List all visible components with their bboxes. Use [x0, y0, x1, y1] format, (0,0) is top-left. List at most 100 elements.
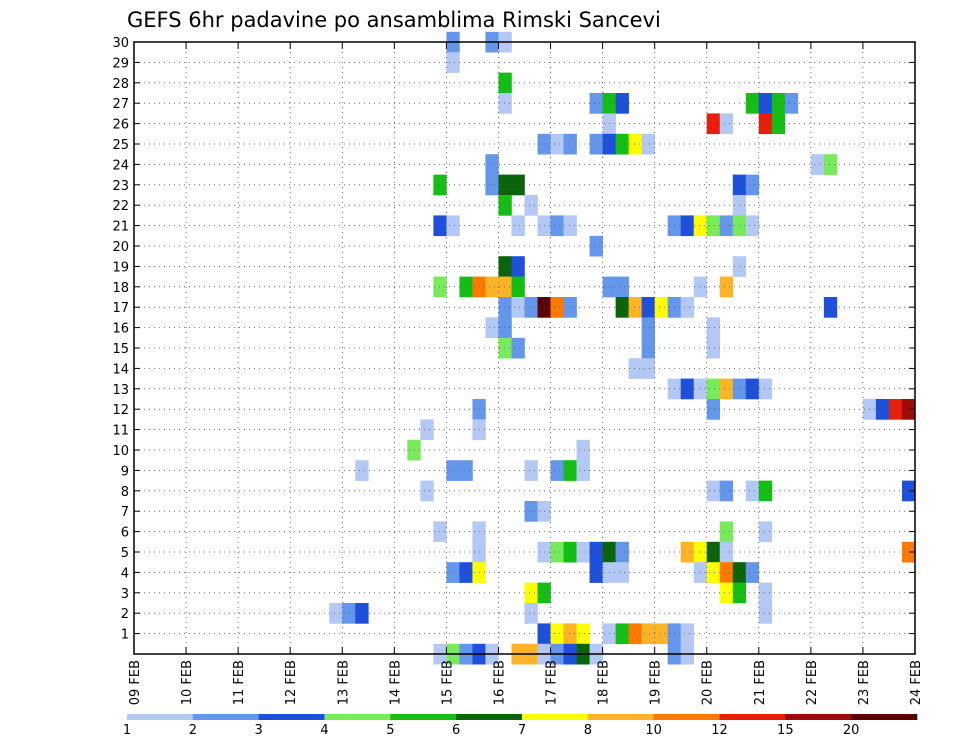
precip-cell	[563, 215, 577, 237]
precip-cell	[589, 541, 603, 563]
y-tick-label: 1	[121, 628, 129, 643]
precip-cell	[355, 460, 369, 481]
colorbar-label: 7	[518, 723, 526, 738]
precip-cell	[706, 399, 721, 420]
x-tick-label: 16 FEB	[492, 660, 507, 705]
y-tick-label: 2	[121, 607, 129, 622]
y-tick-label: 5	[121, 546, 129, 561]
precip-cell	[550, 133, 564, 155]
colorbar-swatch	[587, 714, 654, 720]
precip-cell	[706, 337, 721, 359]
x-tick-label: 17 FEB	[545, 660, 560, 705]
precip-cell	[550, 297, 564, 318]
precip-cell	[706, 541, 721, 563]
precip-cell	[628, 623, 642, 645]
precip-cell	[758, 480, 773, 502]
y-tick-label: 10	[112, 444, 129, 459]
colorbar-swatch	[851, 714, 918, 720]
precip-cell	[524, 603, 538, 624]
precip-cell	[589, 133, 603, 155]
precip-cell	[758, 603, 773, 624]
precip-cell	[524, 195, 538, 216]
precip-cell	[563, 133, 577, 155]
x-tick-label: 14 FEB	[388, 660, 403, 705]
precip-cell	[524, 297, 538, 318]
x-tick-label: 11 FEB	[232, 660, 247, 705]
precip-cell	[693, 215, 708, 237]
y-tick-label: 23	[112, 179, 129, 194]
precip-cell	[706, 113, 721, 135]
x-tick-label: 12 FEB	[284, 660, 299, 705]
precip-cell	[446, 215, 460, 237]
precip-cell	[524, 582, 538, 604]
precip-cell	[485, 317, 499, 339]
precip-cell	[563, 460, 577, 481]
colorbar-swatch	[653, 714, 720, 720]
y-tick-label: 30	[112, 36, 129, 51]
x-axis: 09 FEB 10 FEB 11 FEB 12 FEB 13 FEB 14 FEB 15 F…	[128, 42, 924, 705]
precip-cell	[615, 541, 629, 563]
precip-cell	[680, 541, 695, 563]
precip-cell	[654, 297, 668, 318]
precip-cell	[485, 174, 499, 196]
precip-cell	[641, 297, 655, 318]
y-tick-label: 22	[112, 199, 129, 214]
precip-cell	[615, 623, 629, 645]
precip-cell	[485, 276, 499, 298]
precip-cell	[498, 72, 512, 94]
precip-cell	[719, 582, 734, 604]
y-tick-label: 6	[121, 526, 129, 541]
y-tick-label: 4	[121, 566, 129, 581]
precip-cell	[433, 276, 447, 298]
colorbar-label: 10	[645, 723, 662, 738]
precip-cell	[576, 623, 590, 645]
precip-cell	[706, 480, 721, 502]
precip-cell	[719, 276, 734, 298]
precip-cell	[563, 297, 577, 318]
precip-cell	[498, 174, 512, 196]
colorbar-label: 8	[584, 723, 592, 738]
precip-cell	[719, 113, 734, 135]
precip-cell	[550, 460, 564, 481]
precip-cell	[719, 215, 734, 237]
precip-cell	[745, 215, 760, 237]
y-tick-label: 7	[121, 505, 129, 520]
precip-cell	[888, 399, 903, 420]
precip-cell	[628, 297, 642, 318]
precip-cell	[758, 378, 773, 400]
y-tick-label: 13	[112, 383, 129, 398]
precip-cell	[524, 501, 538, 522]
precip-cell	[563, 623, 577, 645]
precip-cell	[771, 113, 786, 135]
precip-cell	[446, 52, 460, 73]
precip-cell	[758, 521, 773, 543]
precip-cell	[641, 133, 655, 155]
precip-cell	[901, 541, 916, 563]
x-tick-label: 21 FEB	[753, 660, 768, 705]
precip-cell	[342, 603, 356, 624]
precip-cell	[433, 174, 447, 196]
x-tick-label: 10 FEB	[180, 660, 195, 705]
colorbar: 1 2 3 4 5 6 7 8 10 12 15 20	[123, 714, 918, 738]
precip-cell	[615, 133, 629, 155]
precip-cell	[641, 358, 655, 379]
precip-cell	[745, 480, 760, 502]
colorbar-swatch	[456, 714, 523, 720]
precip-cell	[706, 317, 721, 339]
precip-cell	[511, 337, 525, 359]
precip-cell	[758, 93, 773, 114]
precip-cell	[498, 297, 512, 318]
y-tick-label: 11	[112, 424, 129, 439]
precip-cell	[641, 317, 655, 339]
y-tick-label: 29	[112, 56, 129, 71]
precip-cell	[550, 215, 564, 237]
precip-cell	[615, 562, 629, 583]
y-tick-label: 21	[112, 220, 129, 235]
precip-cell	[433, 215, 447, 237]
precip-cell	[459, 562, 473, 583]
precip-cell	[745, 378, 760, 400]
colorbar-label: 1	[123, 723, 131, 738]
precip-cell	[758, 113, 773, 135]
precip-cell	[576, 460, 590, 481]
y-tick-label: 25	[112, 138, 129, 153]
